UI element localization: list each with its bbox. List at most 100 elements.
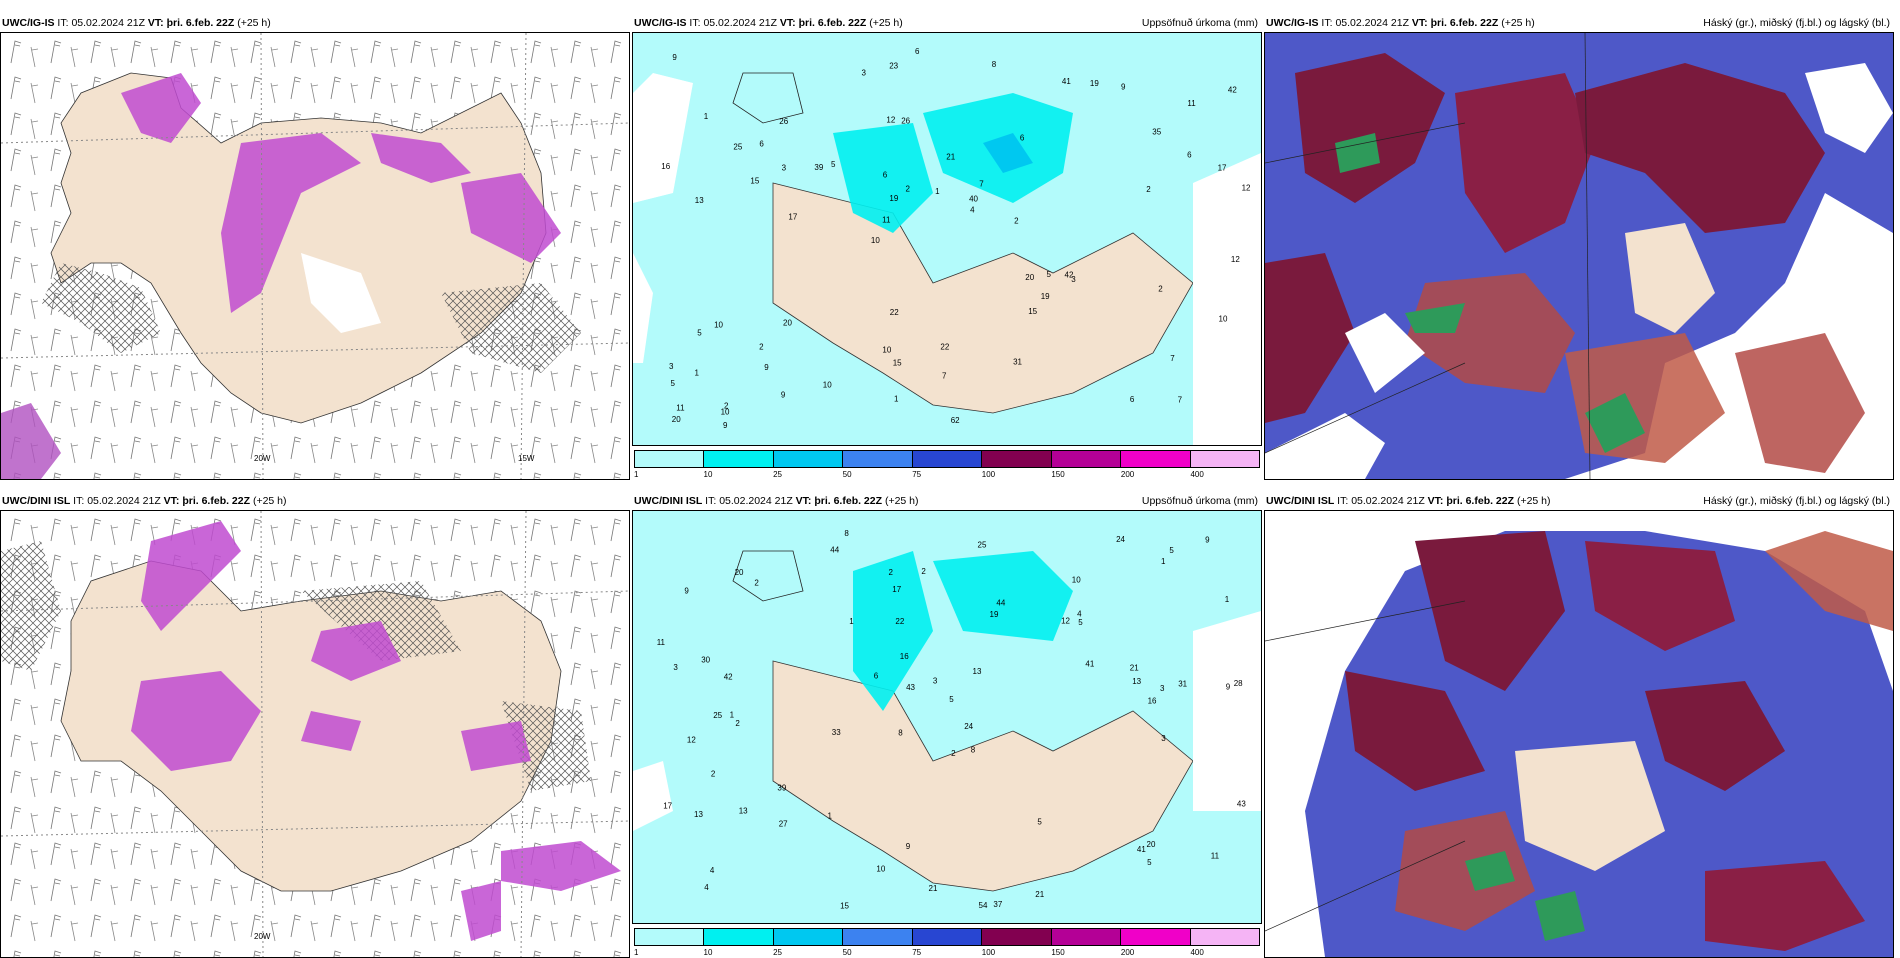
precip-value: 7 — [979, 180, 984, 189]
precip-value: 41 — [1137, 845, 1146, 854]
colorbar-label: 400 — [1190, 948, 1204, 957]
precip-value: 11 — [882, 215, 891, 224]
precip-value: 42 — [1065, 270, 1074, 279]
cloud-map[interactable] — [1264, 510, 1894, 958]
precip-value: 15 — [840, 902, 849, 911]
colorbar-swatch — [1121, 451, 1191, 467]
precip-value: 10 — [871, 236, 880, 245]
precip-value: 6 — [883, 170, 888, 179]
precip-value: 8 — [992, 60, 997, 69]
precip-colorbar — [634, 450, 1260, 468]
precip-value: 12 — [687, 735, 696, 744]
precip-value: 54 — [979, 901, 988, 910]
precip-value: 20 — [672, 415, 681, 424]
precip-value: 26 — [901, 117, 910, 126]
precip-value: 35 — [1152, 128, 1161, 137]
precip-value: 21 — [929, 884, 938, 893]
colorbar-swatch — [912, 929, 983, 945]
precip-value: 1 — [704, 112, 709, 121]
colorbar-label: 25 — [773, 948, 783, 957]
precip-value: 5 — [1037, 818, 1042, 827]
precip-value: 7 — [942, 371, 947, 380]
precip-value: 17 — [663, 801, 672, 810]
precip-value: 9 — [672, 53, 677, 62]
precip-value: 8 — [971, 746, 976, 755]
colorbar-swatch — [704, 929, 774, 945]
precip-value: 9 — [723, 421, 728, 430]
precip-value: 9 — [764, 363, 769, 372]
precip-value: 22 — [890, 308, 899, 317]
precip-value: 7 — [1178, 396, 1183, 405]
colorbar-swatch — [1190, 451, 1259, 467]
precip-value: 31 — [1013, 357, 1022, 366]
precip-value: 5 — [1169, 546, 1174, 555]
colorbar-label: 1 — [634, 470, 639, 479]
precip-value: 42 — [1228, 86, 1237, 95]
precip-value: 13 — [739, 806, 748, 815]
precip-value: 5 — [697, 328, 702, 337]
wind-map[interactable] — [0, 510, 630, 958]
precip-value: 27 — [779, 819, 788, 828]
precip-value: 37 — [993, 900, 1002, 909]
precip-value: 19 — [1090, 79, 1099, 88]
precip-value: 1 — [828, 812, 833, 821]
precip-value: 4 — [970, 205, 975, 214]
precip-value: 31 — [1178, 679, 1187, 688]
precip-value: 25 — [978, 541, 987, 550]
colorbar-swatch — [912, 451, 983, 467]
precip-value: 2 — [759, 343, 764, 352]
precip-value: 26 — [779, 117, 788, 126]
precip-value: 43 — [1237, 799, 1246, 808]
precip-value: 44 — [830, 546, 839, 555]
precip-value: 2 — [754, 578, 759, 587]
colorbar-swatch — [635, 929, 705, 945]
wind-map[interactable] — [0, 32, 630, 480]
precip-value: 16 — [1148, 697, 1157, 706]
precip-value: 4 — [1077, 610, 1082, 619]
precip-value: 1 — [1225, 595, 1230, 604]
precip-value: 43 — [906, 683, 915, 692]
precip-value: 33 — [832, 728, 841, 737]
colorbar-swatch — [1121, 929, 1191, 945]
precip-value: 5 — [1078, 618, 1083, 627]
cloud-title: Háský (gr.), miðský (fj.bl.) og lágský (… — [1703, 495, 1890, 507]
precip-value: 1 — [894, 395, 899, 404]
precip-map[interactable]: 7 13 11 10 6 2 12 21 10 5 5 9 26 7 3 1 23 12 20 6 11 10 19 26 41… — [632, 32, 1262, 446]
precip-value: 15 — [893, 359, 902, 368]
precip-value: 3 — [1071, 275, 1076, 284]
precip-value: 13 — [694, 810, 703, 819]
cloud-map[interactable] — [1264, 32, 1894, 480]
precip-value: 19 — [889, 194, 898, 203]
precip-value: 10 — [1072, 575, 1081, 584]
precip-value: 25 — [733, 143, 742, 152]
lon-label-20w: 20W — [254, 454, 271, 463]
precip-value: 21 — [1130, 663, 1139, 672]
precip-value: 3 — [933, 677, 938, 686]
precip-value: 1 — [695, 369, 700, 378]
precip-value: 39 — [814, 163, 823, 172]
precip-value: 6 — [1130, 395, 1135, 404]
precip-value: 10 — [876, 865, 885, 874]
colorbar-label: 10 — [703, 470, 713, 479]
precip-value: 1 — [935, 187, 940, 196]
colorbar-swatch — [773, 451, 844, 467]
colorbar-label: 75 — [912, 470, 922, 479]
precip-value: 19 — [990, 610, 999, 619]
precip-value: 1 — [1161, 557, 1166, 566]
panel-title: UWC/DINI ISL IT: 05.02.2024 21Z VT: þri.… — [2, 495, 287, 507]
colorbar-swatch — [982, 451, 1052, 467]
precip-value: 8 — [898, 728, 903, 737]
cloud-title: Háský (gr.), miðský (fj.bl.) og lágský (… — [1703, 17, 1890, 29]
precip-value: 3 — [673, 663, 678, 672]
precip-value: 19 — [1041, 292, 1050, 301]
precip-value: 10 — [1219, 314, 1228, 323]
precip-value: 17 — [1218, 164, 1227, 173]
precip-value: 12 — [1061, 617, 1070, 626]
precip-map[interactable]: 8 10 9 8 8 1 9 12 12 19 5 4 44 33 54 37 9 24 41 39 42 25 28 31 1… — [632, 510, 1262, 924]
precip-value: 13 — [1132, 677, 1141, 686]
colorbar-swatch — [635, 451, 705, 467]
colorbar-label: 100 — [981, 470, 996, 479]
precip-value: 2 — [951, 749, 956, 758]
